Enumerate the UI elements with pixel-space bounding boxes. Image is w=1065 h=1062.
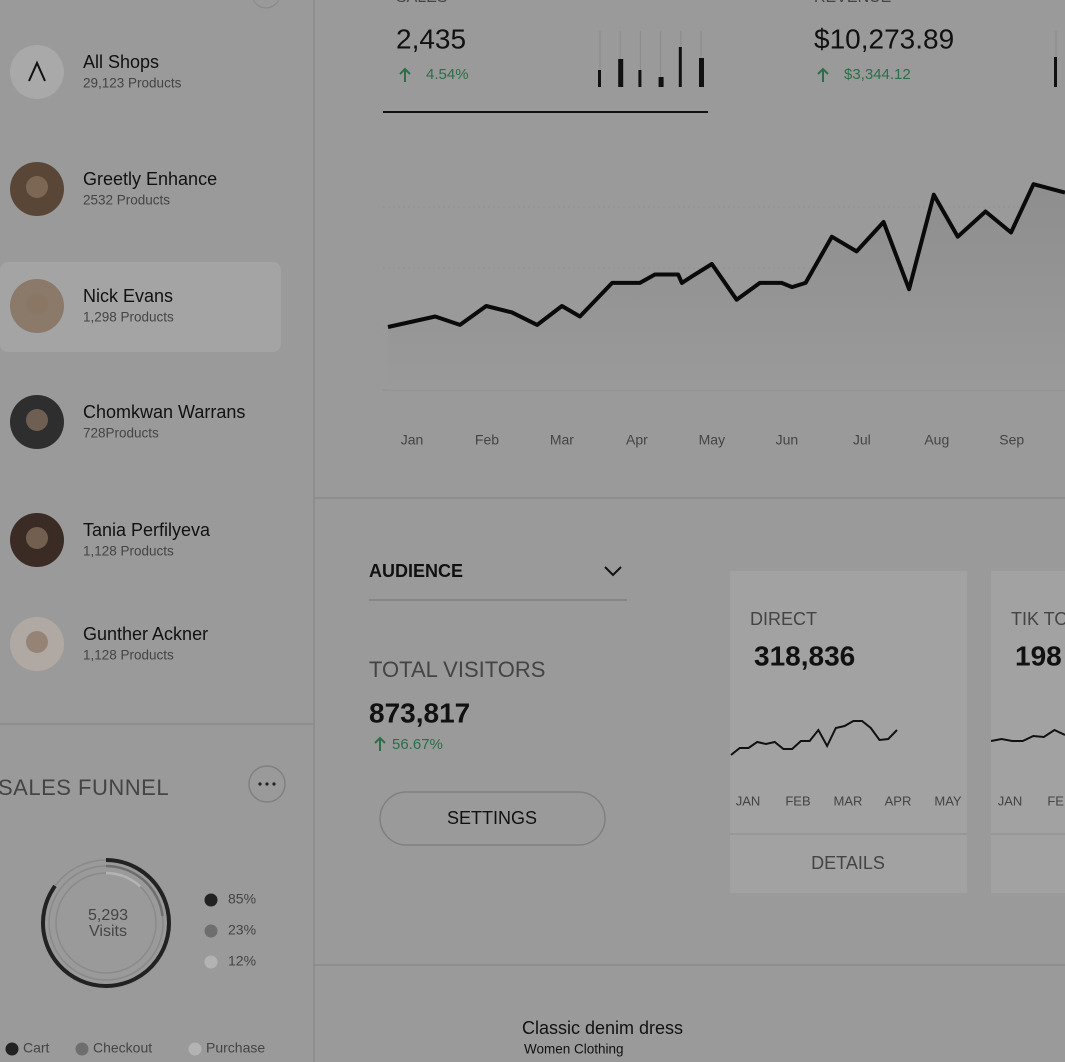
stat-change: 4.54%	[426, 66, 469, 83]
visitors-total: 873,817	[369, 697, 470, 728]
x-tick-label: May	[699, 432, 725, 448]
shop-products: 728Products	[83, 426, 159, 441]
legend-dot	[204, 924, 218, 938]
funnel-total: 5,293	[88, 907, 128, 924]
selected-shop-bg	[0, 262, 281, 352]
x-tick-label: Feb	[475, 432, 499, 448]
card-clip: TIK TO 198 JAN FEB	[991, 609, 1065, 808]
avatar-face	[26, 293, 48, 315]
ring-label: 12%	[228, 953, 256, 969]
mini-bar	[598, 70, 601, 87]
mini-bar	[658, 77, 664, 87]
stat-value: $10,273.89	[814, 23, 954, 54]
x-tick-label: Apr	[626, 432, 648, 448]
shop-name: Greetly Enhance	[83, 169, 217, 189]
up-arrow	[399, 67, 411, 82]
avatar-face	[26, 409, 48, 431]
card-title: TIK TO	[1011, 609, 1065, 629]
shop-name: Chomkwan Warrans	[83, 402, 245, 422]
legend-dot	[75, 1042, 89, 1056]
icon-button[interactable]	[252, 0, 280, 9]
card-month: FEB	[785, 793, 810, 808]
mini-bar	[638, 70, 642, 87]
visitors-title: TOTAL VISITORS	[369, 657, 545, 682]
product-name: Classic denim dress	[522, 1018, 683, 1038]
funnel-arc	[105, 871, 142, 888]
card-title: DIRECT	[750, 609, 817, 629]
logo	[28, 60, 46, 82]
card-month: FEB	[1047, 793, 1065, 808]
legend-dot	[204, 955, 218, 969]
stat-change: $3,344.12	[844, 66, 911, 83]
legend-label: Cart	[23, 1040, 50, 1056]
shop-products: 2532 Products	[83, 193, 170, 208]
legend-label: Checkout	[93, 1040, 152, 1056]
shop-products: 1,128 Products	[83, 544, 174, 559]
stat-value: 2,435	[396, 23, 466, 54]
shop-name: Nick Evans	[83, 286, 173, 306]
funnel-arc	[41, 858, 171, 988]
shop-name: All Shops	[83, 52, 159, 72]
more-button[interactable]	[248, 765, 286, 803]
shop-products: 29,123 Products	[83, 76, 182, 91]
shop-name: Tania Perfilyeva	[83, 520, 211, 540]
legend-dot	[188, 1042, 202, 1056]
product-category: Women Clothing	[524, 1042, 624, 1057]
sparkline	[730, 720, 898, 756]
stat-title: REVENUE	[814, 0, 891, 6]
card-month: MAY	[934, 793, 962, 808]
ring-label: 23%	[228, 922, 256, 938]
sparkline	[991, 728, 1065, 742]
stat-title: SALES	[396, 0, 448, 6]
shop-name: Gunther Ackner	[83, 624, 208, 644]
x-tick-label: Aug	[924, 432, 949, 448]
shop-products: 1,298 Products	[83, 310, 174, 325]
card-month: APR	[885, 793, 912, 808]
card-month: MAR	[834, 793, 863, 808]
visitors-change: 56.67%	[392, 736, 443, 753]
legend-label: Purchase	[206, 1040, 265, 1056]
x-tick-label: Jul	[853, 432, 871, 448]
dropdown-label: AUDIENCE	[369, 561, 463, 581]
legend-dot	[204, 893, 218, 907]
details-button[interactable]: DETAILS	[811, 853, 885, 873]
legend-dot	[5, 1042, 19, 1056]
avatar-face	[26, 631, 48, 653]
more-dots	[258, 782, 276, 786]
x-tick-label: Jan	[401, 432, 424, 448]
mini-bar	[699, 58, 704, 87]
settings-label: SETTINGS	[447, 808, 537, 828]
card-value: 198	[1015, 640, 1062, 671]
avatar-face	[26, 176, 48, 198]
x-tick-label: Jun	[776, 432, 799, 448]
ring-label: 85%	[228, 891, 256, 907]
x-tick-label: Mar	[550, 432, 574, 448]
x-tick-label: Sep	[999, 432, 1024, 448]
mini-bar	[618, 59, 624, 87]
funnel-total-label: Visits	[89, 923, 127, 940]
card-month: JAN	[736, 793, 761, 808]
card	[730, 571, 967, 893]
card-month: JAN	[998, 793, 1023, 808]
avatar	[10, 45, 64, 99]
card-value: 318,836	[754, 640, 855, 671]
settings-button[interactable]	[379, 791, 606, 846]
funnel-title: SALES FUNNEL	[0, 775, 169, 800]
funnel-arc	[105, 864, 164, 917]
mini-bar	[678, 47, 682, 87]
up-arrow	[374, 736, 386, 751]
chevron[interactable]	[604, 566, 622, 577]
avatar-face	[26, 527, 48, 549]
sales-line	[387, 182, 1065, 329]
up-arrow	[817, 67, 829, 82]
mini-bar	[1054, 57, 1057, 87]
shop-products: 1,128 Products	[83, 648, 174, 663]
